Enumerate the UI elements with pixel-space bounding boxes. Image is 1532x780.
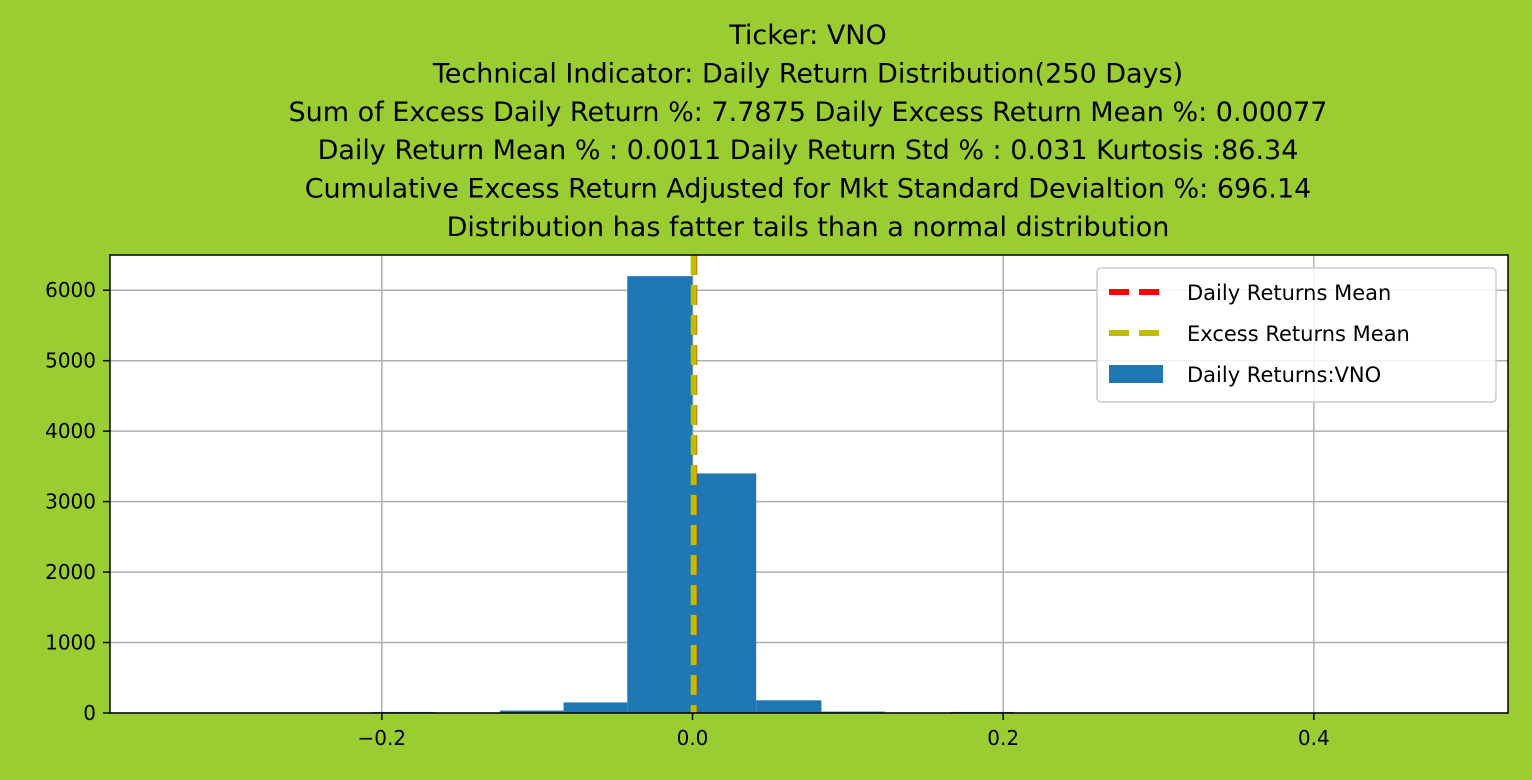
title-line: Sum of Excess Daily Return %: 7.7875 Dai…	[289, 97, 1328, 128]
legend-label: Excess Returns Mean	[1187, 322, 1410, 346]
legend-box	[1096, 267, 1497, 403]
x-axis: −0.2 0.0 0.2 0.4	[358, 713, 1330, 750]
legend-patch-swatch	[1109, 365, 1163, 383]
title-line: Daily Return Mean % : 0.0011 Daily Retur…	[318, 135, 1299, 166]
legend-label: Daily Returns Mean	[1187, 281, 1391, 305]
histogram-bars	[370, 276, 1015, 713]
x-tick-label: −0.2	[358, 726, 407, 750]
title-line: Technical Indicator: Daily Return Distri…	[432, 58, 1183, 89]
y-tick-label: 6000	[45, 278, 96, 302]
title-line: Ticker: VNO	[728, 20, 887, 51]
x-tick-label: 0.2	[987, 726, 1019, 750]
plot-frame	[109, 254, 1509, 714]
title-line: Distribution has fatter tails than a nor…	[447, 212, 1170, 243]
y-axis: 0 1000 2000 3000 4000 5000 6000	[45, 278, 110, 725]
y-tick-label: 3000	[45, 490, 96, 514]
legend: Daily Returns Mean Excess Returns Mean Dai…	[1096, 267, 1497, 403]
chart-title: Ticker: VNO Technical Indicator: Daily Re…	[289, 20, 1328, 243]
histogram-bar	[692, 473, 757, 713]
mean-lines	[690, 255, 698, 713]
histogram-bar	[563, 702, 628, 713]
x-tick-label: 0.4	[1298, 726, 1330, 750]
legend-label: Daily Returns:VNO	[1187, 363, 1381, 387]
title-line: Cumulative Excess Return Adjusted for Mk…	[305, 174, 1312, 205]
y-tick-label: 1000	[45, 631, 96, 655]
y-tick-label: 5000	[45, 349, 96, 373]
y-tick-label: 4000	[45, 419, 96, 443]
histogram-bar	[627, 276, 693, 713]
y-tick-label: 2000	[45, 560, 96, 584]
x-tick-label: 0.0	[677, 726, 709, 750]
histogram-bar	[499, 710, 564, 713]
histogram-bar	[756, 700, 822, 713]
y-tick-label: 0	[83, 701, 96, 725]
